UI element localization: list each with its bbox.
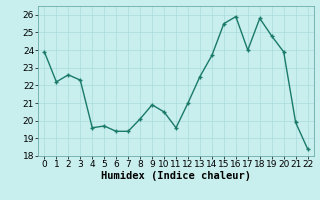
X-axis label: Humidex (Indice chaleur): Humidex (Indice chaleur) <box>101 171 251 181</box>
